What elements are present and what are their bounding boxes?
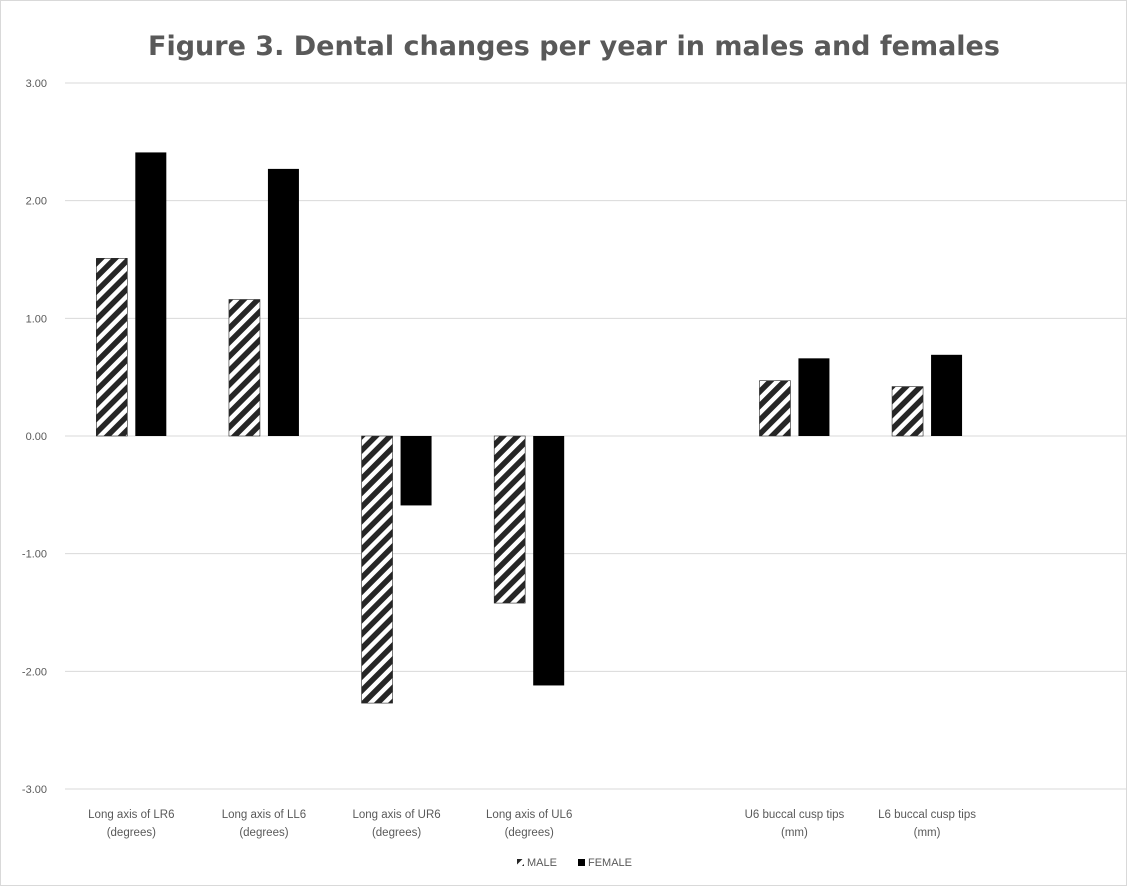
bar-female-6 [931,354,963,436]
bars [96,152,963,704]
y-axis-tick-labels: 3.00 2.00 1.00 0.00 -1.00 -2.00 -3.00 [22,78,47,796]
bar-female-3 [533,436,565,686]
bar-female-5 [798,358,830,436]
bar-female-0 [135,152,167,436]
y-tick-label: -1.00 [22,549,47,561]
x-category-label: Long axis of LR6 [88,809,174,821]
y-tick-label: 0.00 [26,431,47,443]
x-category-label: (mm) [781,827,808,839]
x-category-label: (mm) [914,827,941,839]
y-tick-label: 2.00 [26,196,47,208]
bar-male-5 [759,380,791,437]
bar-male-0 [96,258,128,437]
bar-female-2 [400,436,432,506]
legend-swatch-male [517,859,524,866]
x-category-label: U6 buccal cusp tips [745,809,845,821]
x-category-label: (degrees) [372,827,421,839]
x-category-label: (degrees) [239,827,288,839]
y-tick-label: 1.00 [26,313,47,325]
x-category-label: Long axis of UL6 [486,809,572,821]
x-category-label: L6 buccal cusp tips [878,809,976,821]
legend-swatch-female [578,859,585,866]
bar-male-1 [228,299,261,437]
legend-label-female: FEMALE [588,857,632,869]
bar-male-3 [493,435,526,604]
x-category-label: Long axis of LL6 [222,809,306,821]
legend-label-male: MALE [527,857,557,869]
y-tick-label: -2.00 [22,666,47,678]
x-category-label: (degrees) [107,827,156,839]
chart-title: Figure 3. Dental changes per year in mal… [148,31,1000,62]
x-axis-category-labels: Long axis of LR6 (degrees) Long axis of LL… [88,809,976,839]
y-tick-label: -3.00 [22,784,47,796]
gridlines [65,82,1126,790]
bar-male-6 [891,386,924,437]
y-tick-label: 3.00 [26,78,47,90]
x-category-label: (degrees) [505,827,554,839]
bar-male-2 [361,435,393,704]
legend: MALE FEMALE [517,857,632,869]
bar-female-1 [267,168,299,436]
x-category-label: Long axis of UR6 [352,809,440,821]
